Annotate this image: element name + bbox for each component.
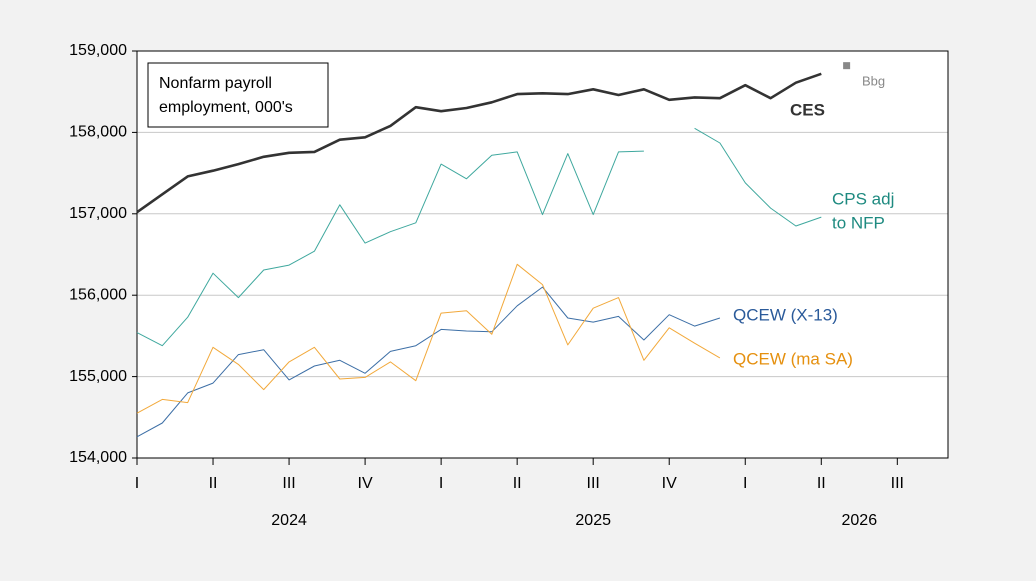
series-line <box>136 72 822 214</box>
point <box>843 62 851 70</box>
year-label: 2025 <box>575 512 611 529</box>
plot-border <box>136 50 949 459</box>
series-label: QCEW (ma SA) <box>733 349 853 368</box>
series-label: CPS adj <box>832 189 894 208</box>
x-tick-label: III <box>587 475 600 492</box>
y-tick-label: 156,000 <box>69 286 127 303</box>
x-tick-label: III <box>282 475 295 492</box>
series-label: to NFP <box>832 213 885 232</box>
title-box <box>147 62 329 128</box>
x-tick-label: IV <box>662 475 677 492</box>
x-tick-label: I <box>135 475 139 492</box>
series-line <box>136 286 721 438</box>
chart-title: Nonfarm payroll <box>159 75 272 92</box>
chart-title: employment, 000's <box>159 99 293 116</box>
y-tick-label: 158,000 <box>69 124 127 141</box>
series-label: Bbg <box>862 73 885 88</box>
year-label: 2024 <box>271 512 307 529</box>
y-tick-label: 159,000 <box>69 42 127 59</box>
x-tick-label: II <box>209 475 218 492</box>
series-label: CES <box>790 100 825 119</box>
x-tick-label: I <box>743 475 747 492</box>
y-tick-label: 155,000 <box>69 368 127 385</box>
year-label: 2026 <box>842 512 878 529</box>
x-tick-label: II <box>817 475 826 492</box>
series-line <box>136 127 822 347</box>
series-line <box>136 263 721 414</box>
x-tick-label: I <box>439 475 443 492</box>
x-tick-label: IV <box>358 475 373 492</box>
x-tick-label: II <box>513 475 522 492</box>
y-tick-label: 154,000 <box>69 449 127 466</box>
y-tick-label: 157,000 <box>69 205 127 222</box>
x-tick-label: III <box>891 475 904 492</box>
series-label: QCEW (X-13) <box>733 305 838 324</box>
